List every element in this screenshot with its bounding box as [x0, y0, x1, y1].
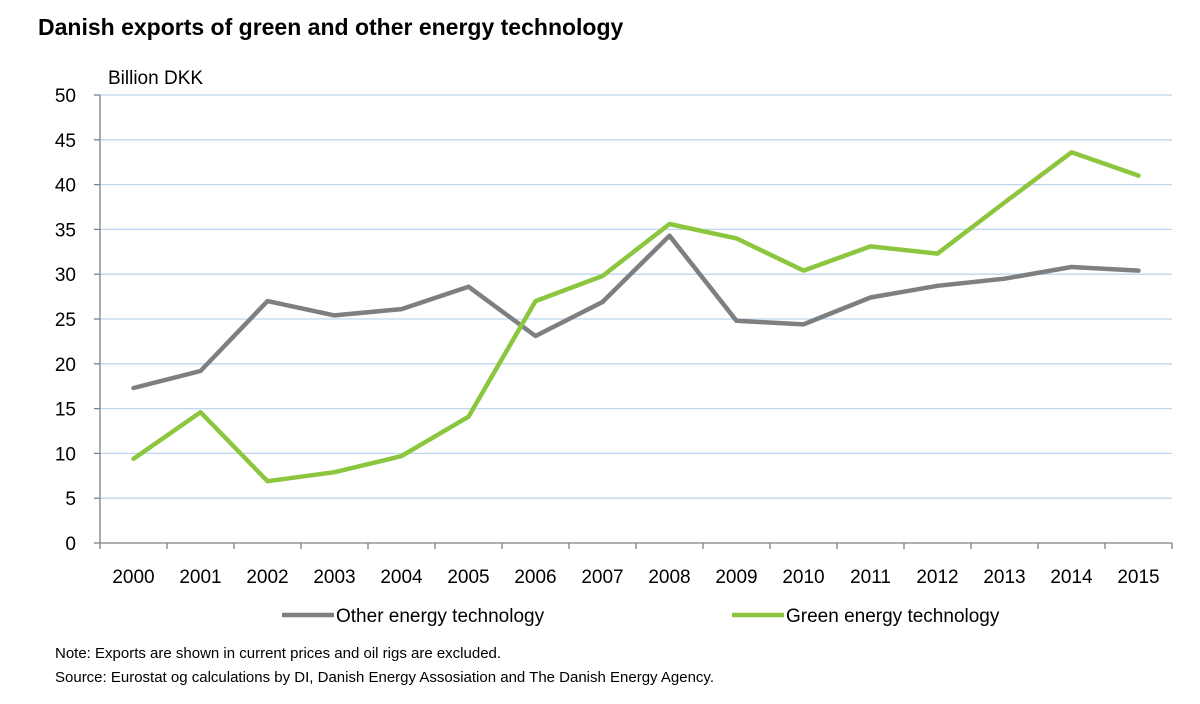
y-tick-label: 15: [55, 400, 76, 421]
gridlines: [100, 94, 1172, 499]
chart-note: Note: Exports are shown in current price…: [55, 645, 502, 662]
x-tick-label: 2006: [514, 567, 556, 588]
x-tick-label: 2012: [916, 567, 958, 588]
y-tick-label: 10: [55, 444, 76, 465]
y-tick-label: 40: [55, 176, 76, 197]
x-axis-ticks: 2000 2001 2002 2003 2004 2005 2006 2007 2008 2009…: [99, 543, 1173, 588]
legend-label: Green energy technology: [786, 606, 1000, 627]
y-tick-label: 5: [65, 489, 76, 510]
chart-title: Danish exports of green and other energy…: [38, 14, 624, 40]
chart-source: Source: Eurostat og calculations by DI, …: [55, 669, 714, 686]
x-tick-label: 2003: [313, 567, 355, 588]
y-tick-label: 50: [55, 86, 76, 107]
series-line-green: [131, 150, 1141, 484]
x-tick-label: 2008: [648, 567, 690, 588]
legend-label: Other energy technology: [336, 606, 545, 627]
x-tick-label: 2007: [581, 567, 623, 588]
legend: Other energy technology Green energy tech…: [282, 606, 1000, 627]
y-tick-label: 35: [55, 220, 76, 241]
x-tick-label: 2001: [179, 567, 221, 588]
x-tick-label: 2000: [112, 567, 154, 588]
x-tick-label: 2015: [1117, 567, 1159, 588]
x-tick-label: 2004: [380, 567, 423, 588]
x-tick-label: 2005: [447, 567, 489, 588]
y-axis-ticks: 0 5 10 15 20 25 30 35 40 45 50: [55, 86, 100, 555]
y-axis-label: Billion DKK: [108, 68, 203, 89]
y-tick-label: 25: [55, 310, 76, 331]
series-line-other: [131, 233, 1141, 391]
y-tick-label: 0: [65, 534, 76, 555]
y-tick-label: 30: [55, 265, 76, 286]
x-tick-label: 2014: [1050, 567, 1093, 588]
x-tick-label: 2010: [782, 567, 824, 588]
y-tick-label: 45: [55, 131, 76, 152]
x-tick-label: 2002: [246, 567, 288, 588]
x-tick-label: 2011: [850, 567, 891, 588]
series-lines: [131, 150, 1141, 484]
x-tick-label: 2013: [983, 567, 1025, 588]
x-tick-label: 2009: [715, 567, 757, 588]
y-tick-label: 20: [55, 355, 76, 376]
